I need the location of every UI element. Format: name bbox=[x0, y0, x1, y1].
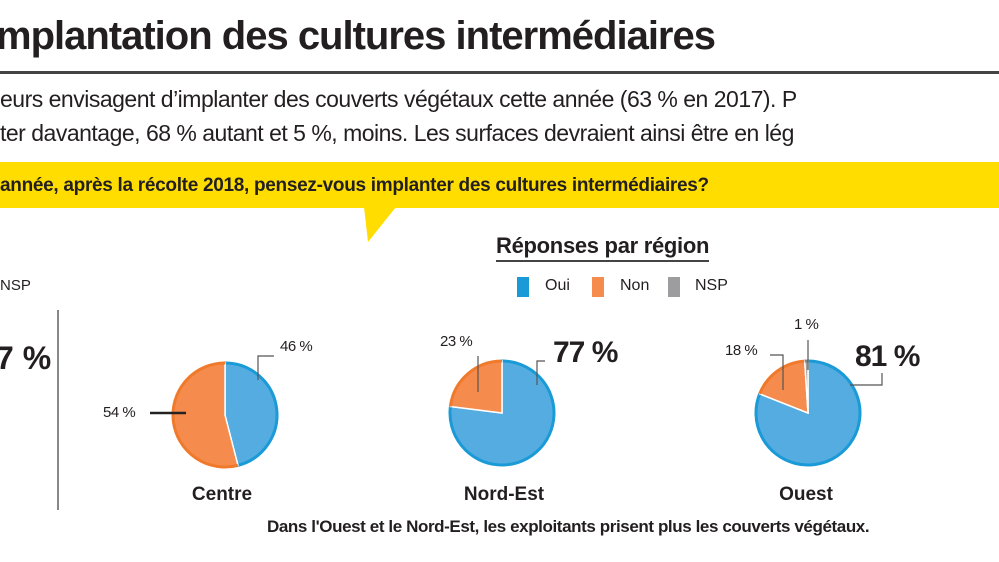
label-centre-oui: 46 % bbox=[280, 338, 313, 355]
slice-border-oui bbox=[224, 361, 279, 467]
pie-ouest bbox=[754, 359, 862, 467]
label-nordest-oui: 77 % bbox=[553, 336, 618, 369]
legend-label-non: Non bbox=[620, 277, 650, 294]
region-label-nordest: Nord-Est bbox=[463, 484, 545, 505]
label-ouest-nsp: 1 % bbox=[794, 316, 819, 333]
leader-lines bbox=[150, 340, 883, 415]
region-label-ouest: Ouest bbox=[779, 484, 833, 505]
question-band bbox=[0, 162, 999, 208]
left-legend-nsp: NSP bbox=[0, 277, 31, 294]
chart-title: Réponses par région bbox=[496, 233, 709, 262]
label-ouest-oui: 81 % bbox=[855, 340, 920, 373]
left-big-value: 7 % bbox=[0, 340, 52, 376]
legend-swatch-oui bbox=[517, 277, 529, 297]
intro-line-1: eurs envisagent d’implanter des couverts… bbox=[0, 86, 797, 112]
slice-border-non bbox=[171, 361, 239, 469]
legend-swatch-nsp bbox=[668, 277, 680, 297]
leader-ouest-non bbox=[770, 354, 784, 390]
legend-swatch-non bbox=[592, 277, 604, 297]
divider bbox=[57, 310, 59, 510]
pie-nord-est bbox=[448, 359, 556, 467]
page-title: mplantation des cultures intermédiaires bbox=[0, 14, 716, 58]
slice-border-non bbox=[448, 359, 503, 407]
slice-border-non bbox=[758, 359, 805, 395]
legend-label-oui: Oui bbox=[545, 277, 570, 294]
label-ouest-non: 18 % bbox=[725, 342, 758, 359]
region-label-centre: Centre bbox=[191, 484, 253, 505]
label-nordest-non: 23 % bbox=[440, 333, 473, 350]
label-centre-non: 54 % bbox=[103, 404, 136, 421]
leader-ouest-oui bbox=[850, 373, 883, 386]
question-pointer bbox=[364, 207, 396, 242]
pie-centre bbox=[171, 361, 279, 469]
legend-label-nsp: NSP bbox=[695, 277, 728, 294]
title-rule bbox=[0, 71, 999, 74]
intro-line-2: ter davantage, 68 % autant et 5 %, moins… bbox=[0, 120, 794, 146]
leader-centre-oui bbox=[257, 355, 274, 380]
caption: Dans l'Ouest et le Nord-Est, les exploit… bbox=[267, 517, 870, 536]
question-text: année, après la récolte 2018, pensez-vou… bbox=[0, 175, 709, 196]
leader-nordest-oui bbox=[536, 360, 545, 385]
slice-border-oui bbox=[754, 359, 862, 467]
